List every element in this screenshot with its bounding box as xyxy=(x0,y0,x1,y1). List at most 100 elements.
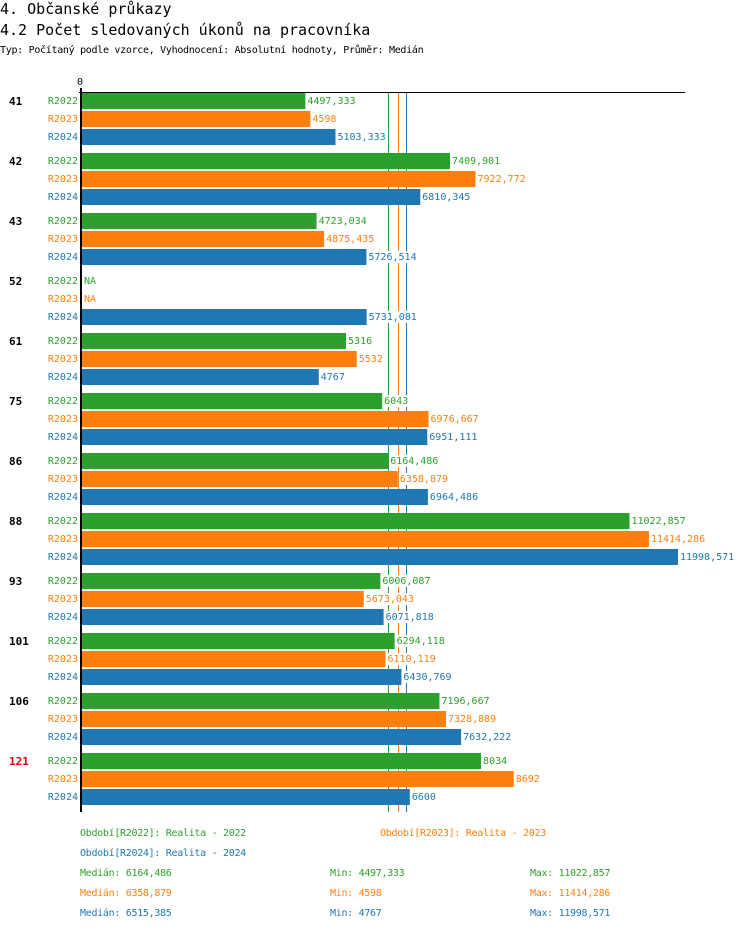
data-label-bg xyxy=(514,773,542,785)
stat-max-r2024: Max: 11998,571 xyxy=(530,908,611,919)
category-label: 88 xyxy=(9,515,22,528)
data-label-bg xyxy=(319,371,347,383)
data-label-bg xyxy=(410,791,438,803)
data-label-bg xyxy=(367,251,419,263)
data-label-bg xyxy=(367,311,419,323)
data-label-bg xyxy=(428,491,480,503)
data-label: 6358,879 xyxy=(400,474,448,485)
category-group-42: 42 R2022 7409,901 R2023 7922,772 R2024 6810,34… xyxy=(9,153,528,205)
stat-max-r2022: Max: 11022,857 xyxy=(530,868,611,879)
stat-median-r2024: Medián: 6515,385 xyxy=(80,908,172,919)
category-label: 41 xyxy=(9,95,23,108)
series-label-r2022: R2022 xyxy=(48,576,78,587)
data-label: 5316 xyxy=(348,336,372,347)
data-label-bg xyxy=(306,95,358,107)
bar xyxy=(82,351,357,367)
series-label-r2022: R2022 xyxy=(48,156,78,167)
series-label-r2024: R2024 xyxy=(48,552,78,563)
category-label: 43 xyxy=(9,215,22,228)
category-label: 86 xyxy=(9,455,23,468)
series-label-r2023: R2023 xyxy=(48,414,78,425)
data-label: 11414,286 xyxy=(651,534,705,545)
bar xyxy=(82,633,395,649)
series-label-r2023: R2023 xyxy=(48,234,78,245)
bar xyxy=(82,213,317,229)
series-label-r2022: R2022 xyxy=(48,636,78,647)
series-label-r2024: R2024 xyxy=(48,132,78,143)
data-label: 6110,119 xyxy=(387,654,435,665)
series-label-r2023: R2023 xyxy=(48,714,78,725)
data-label: 6810,345 xyxy=(422,192,470,203)
series-label-r2023: R2023 xyxy=(48,294,78,305)
legend-period-r2023: Období[R2023]: Realita - 2023 xyxy=(380,828,546,839)
category-label: 93 xyxy=(9,575,22,588)
series-label-r2024: R2024 xyxy=(48,252,78,263)
series-label-r2022: R2022 xyxy=(48,396,78,407)
series-label-r2024: R2024 xyxy=(48,312,78,323)
series-label-r2022: R2022 xyxy=(48,276,78,287)
category-group-106: 106 R2022 7196,667 R2023 7328,889 R2024 7632,2… xyxy=(9,693,513,745)
data-label-bg xyxy=(383,395,410,407)
category-group-52: 52 R2022 NA R2023 NA R2024 5731,081 xyxy=(9,275,419,325)
bar xyxy=(82,753,482,769)
stat-max-r2023: Max: 11414,286 xyxy=(530,888,611,899)
bar xyxy=(82,171,476,187)
data-label: 11022,857 xyxy=(632,516,686,527)
category-group-86: 86 R2022 6164,486 R2023 6358,879 R2024 6964,48… xyxy=(9,453,480,505)
section-title: 4. Občanské průkazy xyxy=(0,0,172,18)
data-label: 6071,818 xyxy=(386,612,434,623)
bar xyxy=(82,771,514,787)
median-lines xyxy=(388,92,407,812)
bar xyxy=(82,609,384,625)
series-label-r2022: R2022 xyxy=(48,756,78,767)
category-label: 42 xyxy=(9,155,22,168)
series-label-r2024: R2024 xyxy=(48,492,78,503)
bar xyxy=(82,471,398,487)
data-label: 7196,667 xyxy=(441,696,489,707)
series-label-r2024: R2024 xyxy=(48,732,78,743)
series-label-r2022: R2022 xyxy=(48,696,78,707)
category-group-121: 121 R2022 8034 R2023 8692 R2024 6600 xyxy=(9,753,542,805)
series-label-r2022: R2022 xyxy=(48,336,78,347)
stat-min-r2022: Min: 4497,333 xyxy=(330,868,405,879)
data-label: NA xyxy=(84,276,96,287)
data-label: 5673,043 xyxy=(366,594,414,605)
series-label-r2024: R2024 xyxy=(48,672,78,683)
bar xyxy=(82,531,649,547)
data-label: 6164,486 xyxy=(390,456,438,467)
data-label-bg xyxy=(325,233,376,245)
series-label-r2023: R2023 xyxy=(48,354,78,365)
data-label-bg xyxy=(451,155,502,167)
data-label-bg xyxy=(336,131,388,143)
category-label: 61 xyxy=(9,335,23,348)
bar xyxy=(82,129,336,145)
series-label-r2024: R2024 xyxy=(48,192,78,203)
data-label: 4598 xyxy=(312,114,336,125)
bar xyxy=(82,591,364,607)
bar xyxy=(82,111,311,127)
bar xyxy=(82,93,306,109)
data-label-bg xyxy=(364,593,416,605)
bar xyxy=(82,333,347,349)
data-label-bg xyxy=(381,575,433,587)
series-label-r2023: R2023 xyxy=(48,594,78,605)
category-group-43: 43 R2022 4723,034 R2023 4875,435 R2024 5726,51… xyxy=(9,213,419,265)
series-label-r2023: R2023 xyxy=(48,534,78,545)
category-group-88: 88 R2022 11022,857 R2023 11414,286 R2024 11998… xyxy=(9,513,736,565)
data-label-bg xyxy=(347,335,374,347)
series-label-r2024: R2024 xyxy=(48,372,78,383)
data-label: 6964,486 xyxy=(430,492,478,503)
data-label-bg xyxy=(386,653,438,665)
data-label: 7632,222 xyxy=(463,732,511,743)
data-label-bg xyxy=(317,215,369,227)
series-label-r2024: R2024 xyxy=(48,792,78,803)
data-label-bg xyxy=(440,695,492,707)
data-label-bg xyxy=(482,755,509,767)
bar xyxy=(82,153,451,169)
data-label: 6294,118 xyxy=(397,636,445,647)
data-label: 7328,889 xyxy=(448,714,496,725)
stat-median-r2023: Medián: 6358,879 xyxy=(80,888,172,899)
data-label: 5103,333 xyxy=(337,132,385,143)
data-label-bg xyxy=(389,455,440,467)
data-label-bg xyxy=(357,353,385,365)
